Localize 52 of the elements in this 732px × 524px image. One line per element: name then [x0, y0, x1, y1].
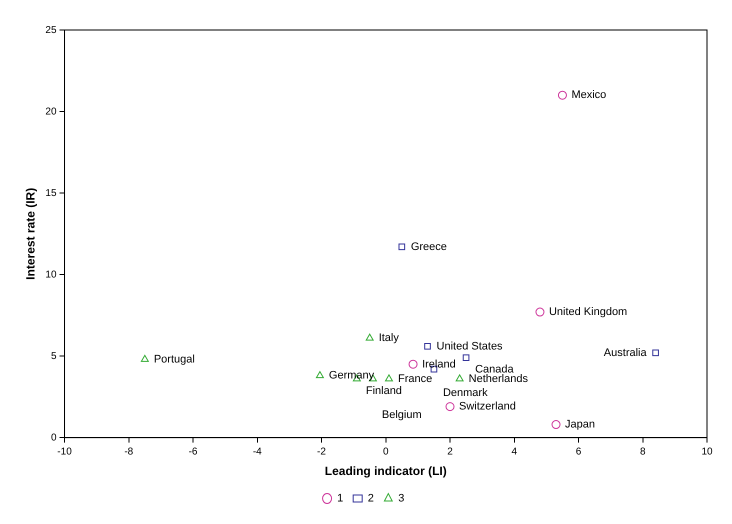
point — [652, 349, 659, 356]
annotation: Japan — [565, 418, 595, 431]
x-tick-label: 6 — [576, 446, 582, 458]
point — [366, 334, 374, 341]
point — [424, 342, 431, 350]
x-tick-label: -8 — [124, 446, 134, 458]
y-tick-label: 0 — [50, 432, 57, 444]
point — [316, 371, 324, 378]
point — [408, 360, 418, 369]
point — [558, 90, 567, 100]
annotation: Denmark — [442, 387, 488, 400]
annotation: Greece — [410, 240, 447, 253]
annotation: Netherlands — [468, 372, 528, 385]
legend-label: 1 — [337, 492, 344, 505]
point — [446, 402, 455, 412]
annotation: Australia — [604, 346, 648, 359]
x-tick-label: -6 — [188, 446, 198, 458]
x-tick-label: 4 — [511, 446, 518, 458]
point — [456, 374, 464, 382]
annotation: Finland — [366, 384, 402, 397]
point — [552, 420, 561, 430]
point — [398, 244, 406, 250]
x-tick-label: -2 — [317, 446, 326, 458]
annotation: United Kingdom — [548, 306, 628, 318]
annotation: Switzerland — [459, 400, 516, 413]
x-tick-label: 10 — [701, 446, 713, 458]
y-tick-label: 25 — [45, 24, 57, 36]
annotation: Italy — [378, 332, 400, 344]
annotation: Portugal — [154, 353, 195, 366]
point — [462, 354, 470, 362]
x-tick-label: 0 — [382, 446, 389, 458]
y-tick-label: 10 — [45, 269, 57, 280]
point — [535, 308, 544, 317]
x-tick-label: 8 — [640, 446, 646, 458]
annotation: France — [398, 372, 432, 385]
x-tick-label: -4 — [252, 446, 262, 458]
y-tick-label: 20 — [45, 106, 57, 118]
annotation: Ireland — [422, 358, 456, 370]
annotation: Germany — [328, 370, 375, 382]
legend-label: 3 — [398, 492, 404, 505]
y-tick-label: 15 — [45, 188, 57, 199]
x-axis-title: Leading indicator (LI) — [324, 464, 447, 478]
x-tick-label: 2 — [447, 446, 454, 458]
y-tick-label: 5 — [50, 350, 57, 362]
annotation: Belgium — [382, 408, 422, 421]
point — [140, 354, 149, 362]
annotation: United States — [436, 340, 504, 352]
x-tick-label: -10 — [57, 446, 72, 458]
point — [385, 374, 393, 382]
annotation: Mexico — [571, 89, 606, 102]
legend-label: 2 — [368, 492, 374, 505]
y-axis-title: Interest rate (IR) — [24, 188, 38, 280]
